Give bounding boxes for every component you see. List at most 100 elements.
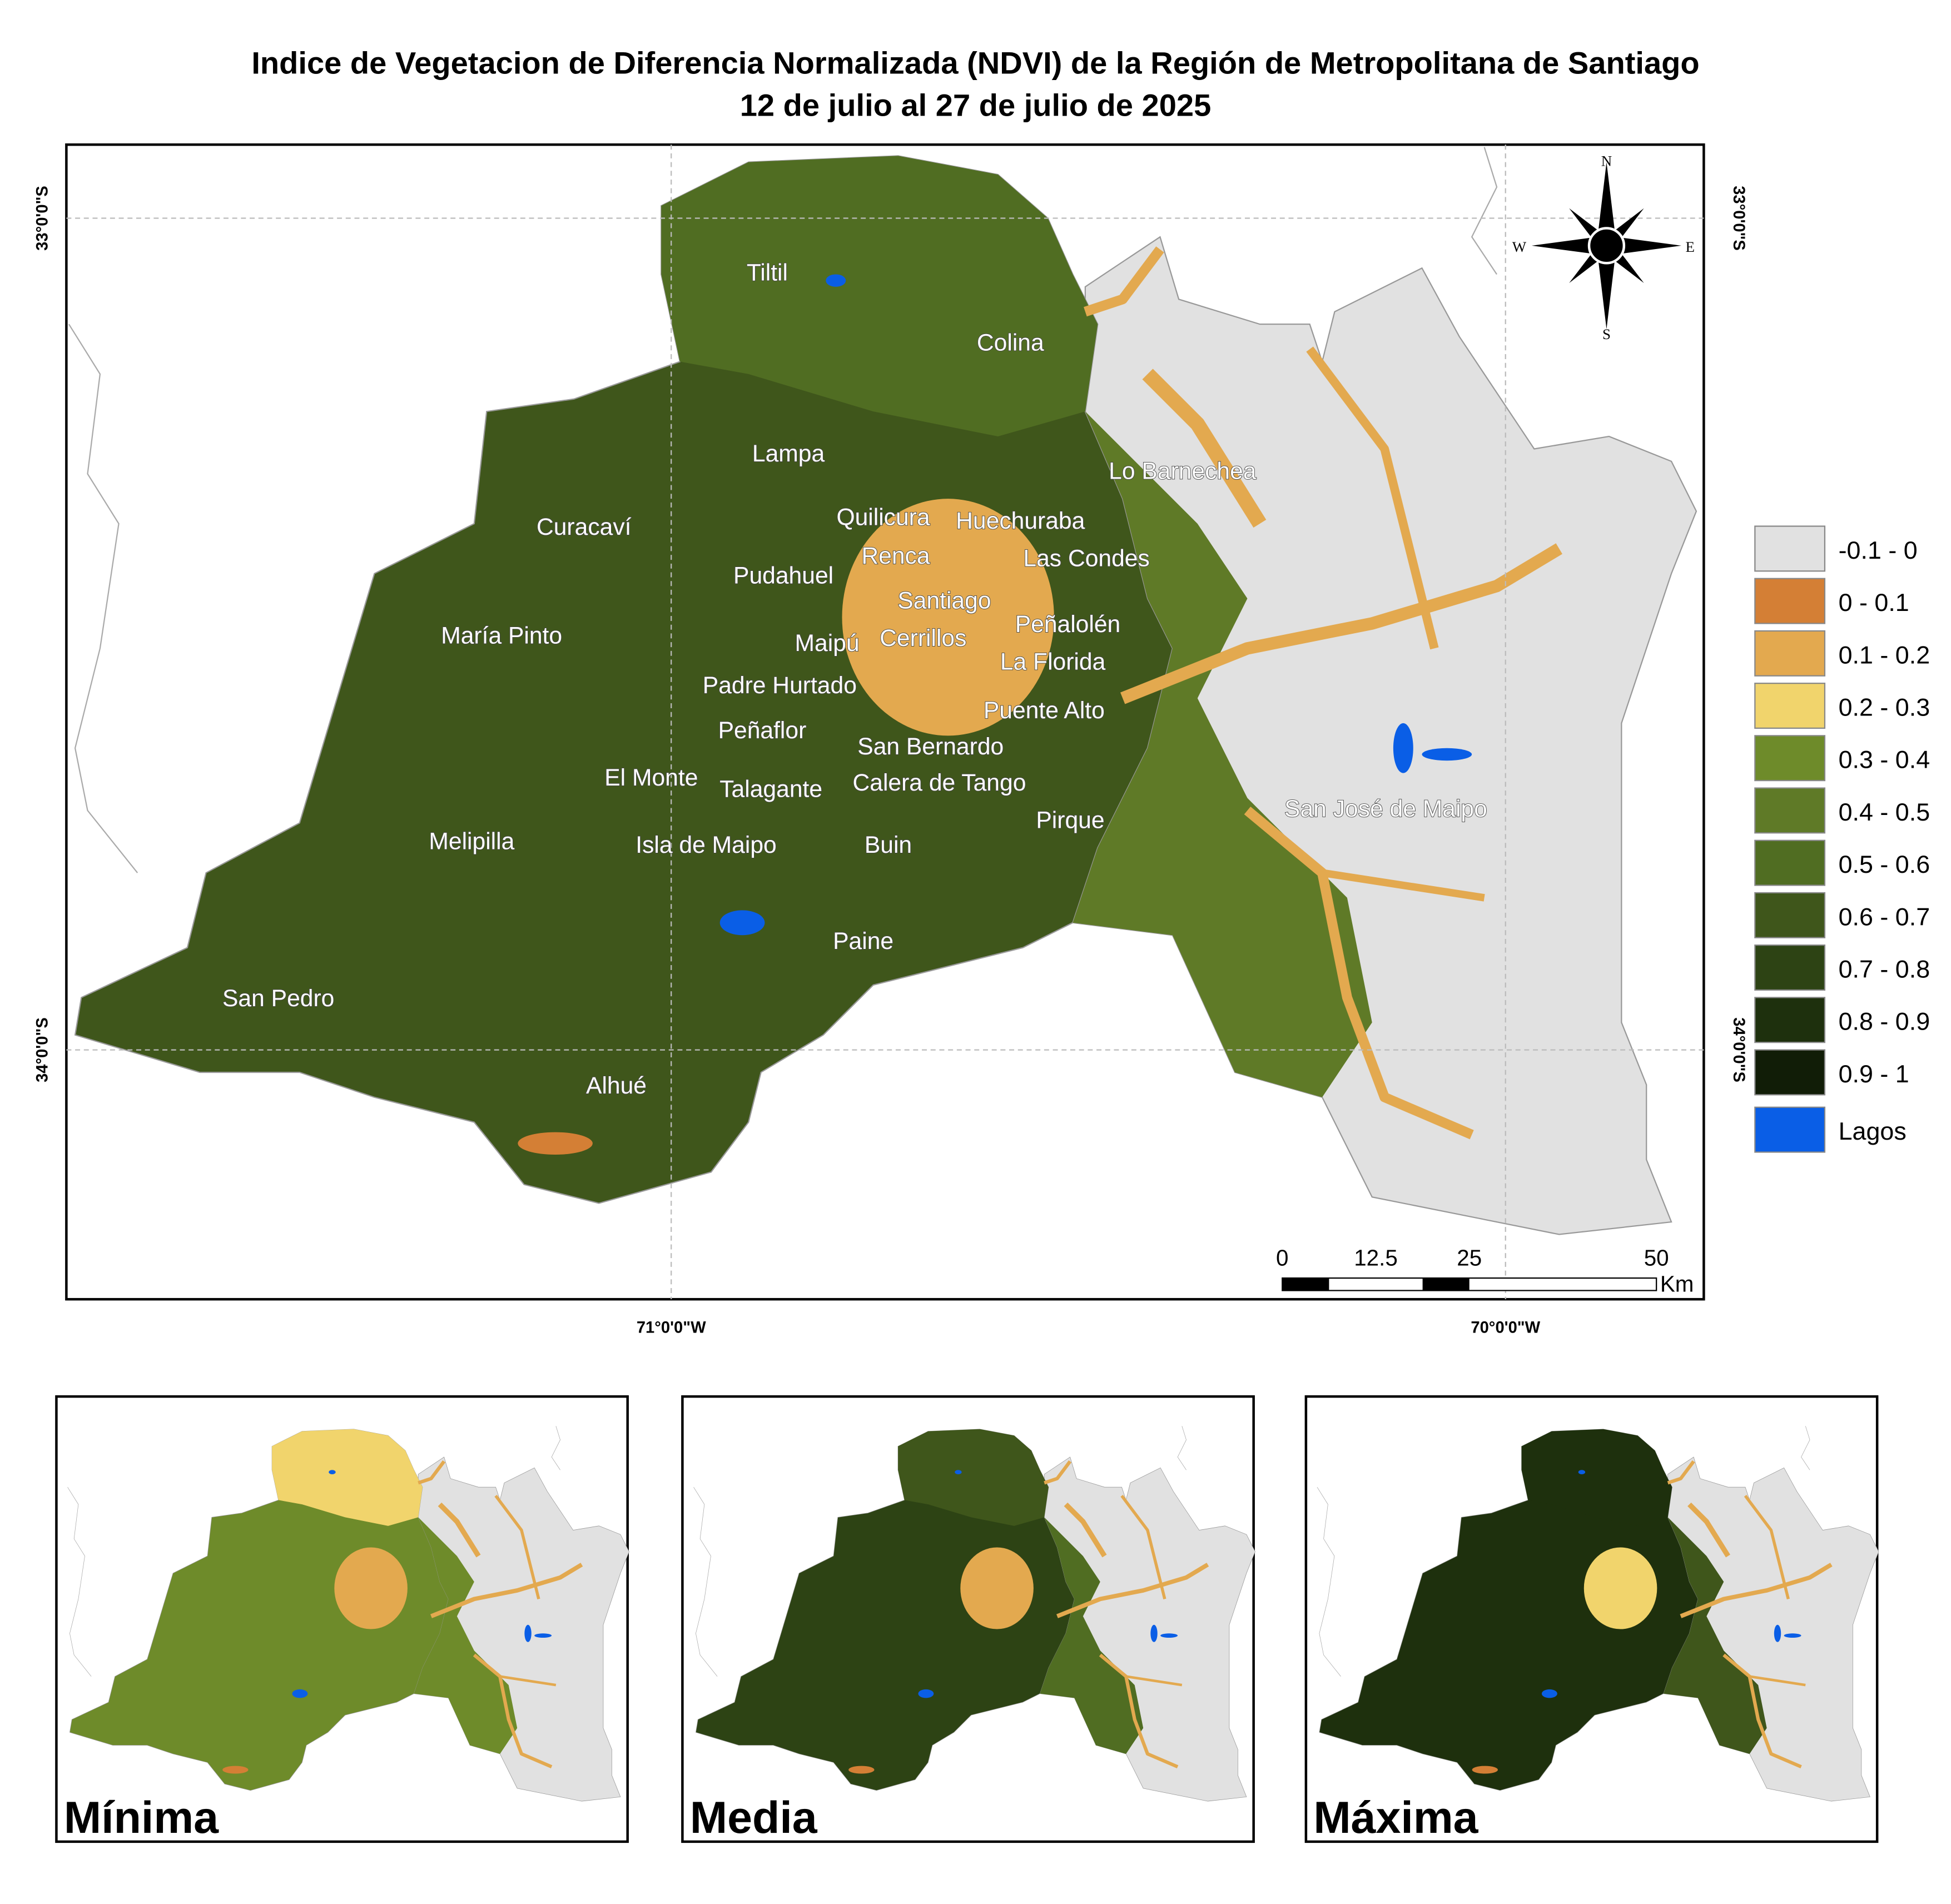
foothill <box>1663 1517 1767 1754</box>
panel: Mínima <box>55 1395 629 1843</box>
legend-label: 0.3 - 0.4 <box>1839 745 1930 774</box>
scale-label: 0 <box>1276 1245 1288 1271</box>
scale-label: 25 <box>1457 1245 1482 1271</box>
lake <box>719 910 765 936</box>
longitude-label: 70°0'0"W <box>1471 1319 1540 1337</box>
lake <box>918 1689 934 1698</box>
lake <box>1150 1624 1158 1642</box>
lake <box>1160 1633 1178 1638</box>
latitude-label: 34°0'0"S <box>34 1017 52 1082</box>
commune-label: Alhué <box>586 1072 647 1099</box>
lake <box>1774 1624 1781 1642</box>
valley <box>1120 543 1562 704</box>
foothill <box>414 1517 518 1754</box>
legend-label: 0 - 0.1 <box>1839 588 1909 617</box>
vegetation <box>74 155 1174 1204</box>
border <box>1471 147 1498 275</box>
compass-letter: E <box>1685 238 1694 255</box>
legend-label: 0.9 - 1 <box>1839 1060 1909 1088</box>
legend-label: 0.6 - 0.7 <box>1839 902 1930 931</box>
compass-letter: S <box>1602 326 1611 342</box>
lake <box>329 1470 336 1474</box>
border <box>551 1426 561 1470</box>
lake <box>1541 1689 1557 1698</box>
commune-label: Peñalolén <box>1015 611 1121 638</box>
border <box>1801 1426 1810 1470</box>
commune-label: Santiago <box>897 588 991 614</box>
panel-map <box>1317 1426 1879 1802</box>
commune-label: San Bernardo <box>857 733 1004 760</box>
scale-segment <box>1282 1278 1329 1291</box>
subtitle: 12 de julio al 27 de julio de 2025 <box>740 88 1212 123</box>
lake <box>826 274 846 287</box>
legend-swatch <box>1754 944 1826 991</box>
scale-label: 50 <box>1644 1245 1669 1271</box>
commune-label: El Monte <box>604 764 698 791</box>
valley <box>418 1460 446 1485</box>
valley <box>1667 1460 1695 1485</box>
legend-label: 0.4 - 0.5 <box>1839 798 1930 826</box>
legend-swatch <box>1754 735 1826 782</box>
main-map: 71°0'0"W 70°0'0"W 33°0'0"S 33°0'0"S 34°0'0"S… <box>34 143 1748 1337</box>
legend-swatch <box>1754 1106 1826 1153</box>
valley <box>1056 1563 1209 1618</box>
valley <box>1125 1675 1183 1687</box>
urban <box>842 499 1054 736</box>
foothill <box>1073 411 1372 1097</box>
border <box>1317 1487 1341 1677</box>
commune-label: Lo Barnechea <box>1109 458 1257 484</box>
commune-label: Huechuraba <box>956 508 1085 534</box>
legend-label: 0.5 - 0.6 <box>1839 850 1930 878</box>
legend-label: Lagos <box>1839 1117 1907 1145</box>
valley <box>1322 869 1485 902</box>
commune-label: Quilicura <box>836 504 930 530</box>
patch <box>222 1766 249 1774</box>
valley <box>1749 1675 1806 1687</box>
vegetation <box>1319 1429 1699 1791</box>
vegetation <box>69 1429 449 1791</box>
legend-label: 0.8 - 0.9 <box>1839 1007 1930 1036</box>
commune-label: Calera de Tango <box>852 769 1026 796</box>
border <box>68 324 138 873</box>
commune-label: Maipú <box>795 630 860 657</box>
lake <box>955 1470 962 1474</box>
commune-label: La Florida <box>1000 648 1106 675</box>
vegetation-north <box>1521 1429 1672 1526</box>
lake <box>524 1624 532 1642</box>
vegetation-north <box>272 1429 423 1526</box>
valley <box>1084 246 1164 317</box>
urban <box>1583 1547 1657 1629</box>
latitude-label: 33°0'0"S <box>1730 186 1748 251</box>
lake <box>292 1689 308 1698</box>
scale-segment <box>1422 1278 1470 1291</box>
valley <box>1722 1653 1802 1769</box>
legend-label: 0.7 - 0.8 <box>1839 955 1930 983</box>
lake <box>1784 1633 1801 1638</box>
valley <box>494 1495 540 1600</box>
commune-label: Lampa <box>752 440 825 467</box>
commune-label: Las Condes <box>1023 545 1149 571</box>
valley <box>499 1675 557 1687</box>
commune-label: Cerrillos <box>880 625 966 652</box>
compass-needle <box>1569 208 1644 284</box>
commune-label: María Pinto <box>441 622 562 649</box>
legend-swatch <box>1754 787 1826 834</box>
commune-label: Colina <box>977 329 1044 356</box>
vegetation-north <box>898 1429 1049 1526</box>
compass-letter: W <box>1512 238 1527 255</box>
legend-swatch <box>1754 525 1826 572</box>
panel-title: Mínima <box>64 1793 219 1843</box>
urban <box>960 1547 1034 1629</box>
scale-label: 12.5 <box>1354 1245 1398 1271</box>
patch <box>518 1132 593 1155</box>
commune-label: San José de Maipo <box>1284 796 1487 822</box>
valley <box>473 1653 553 1769</box>
commune-label: Renca <box>861 543 930 569</box>
valley <box>1142 369 1267 528</box>
foothill <box>1040 1517 1144 1754</box>
legend-label: -0.1 - 0 <box>1839 536 1918 564</box>
commune-label: Padre Hurtado <box>703 672 857 699</box>
longitude-label: 71°0'0"W <box>637 1319 706 1337</box>
lake <box>534 1633 552 1638</box>
